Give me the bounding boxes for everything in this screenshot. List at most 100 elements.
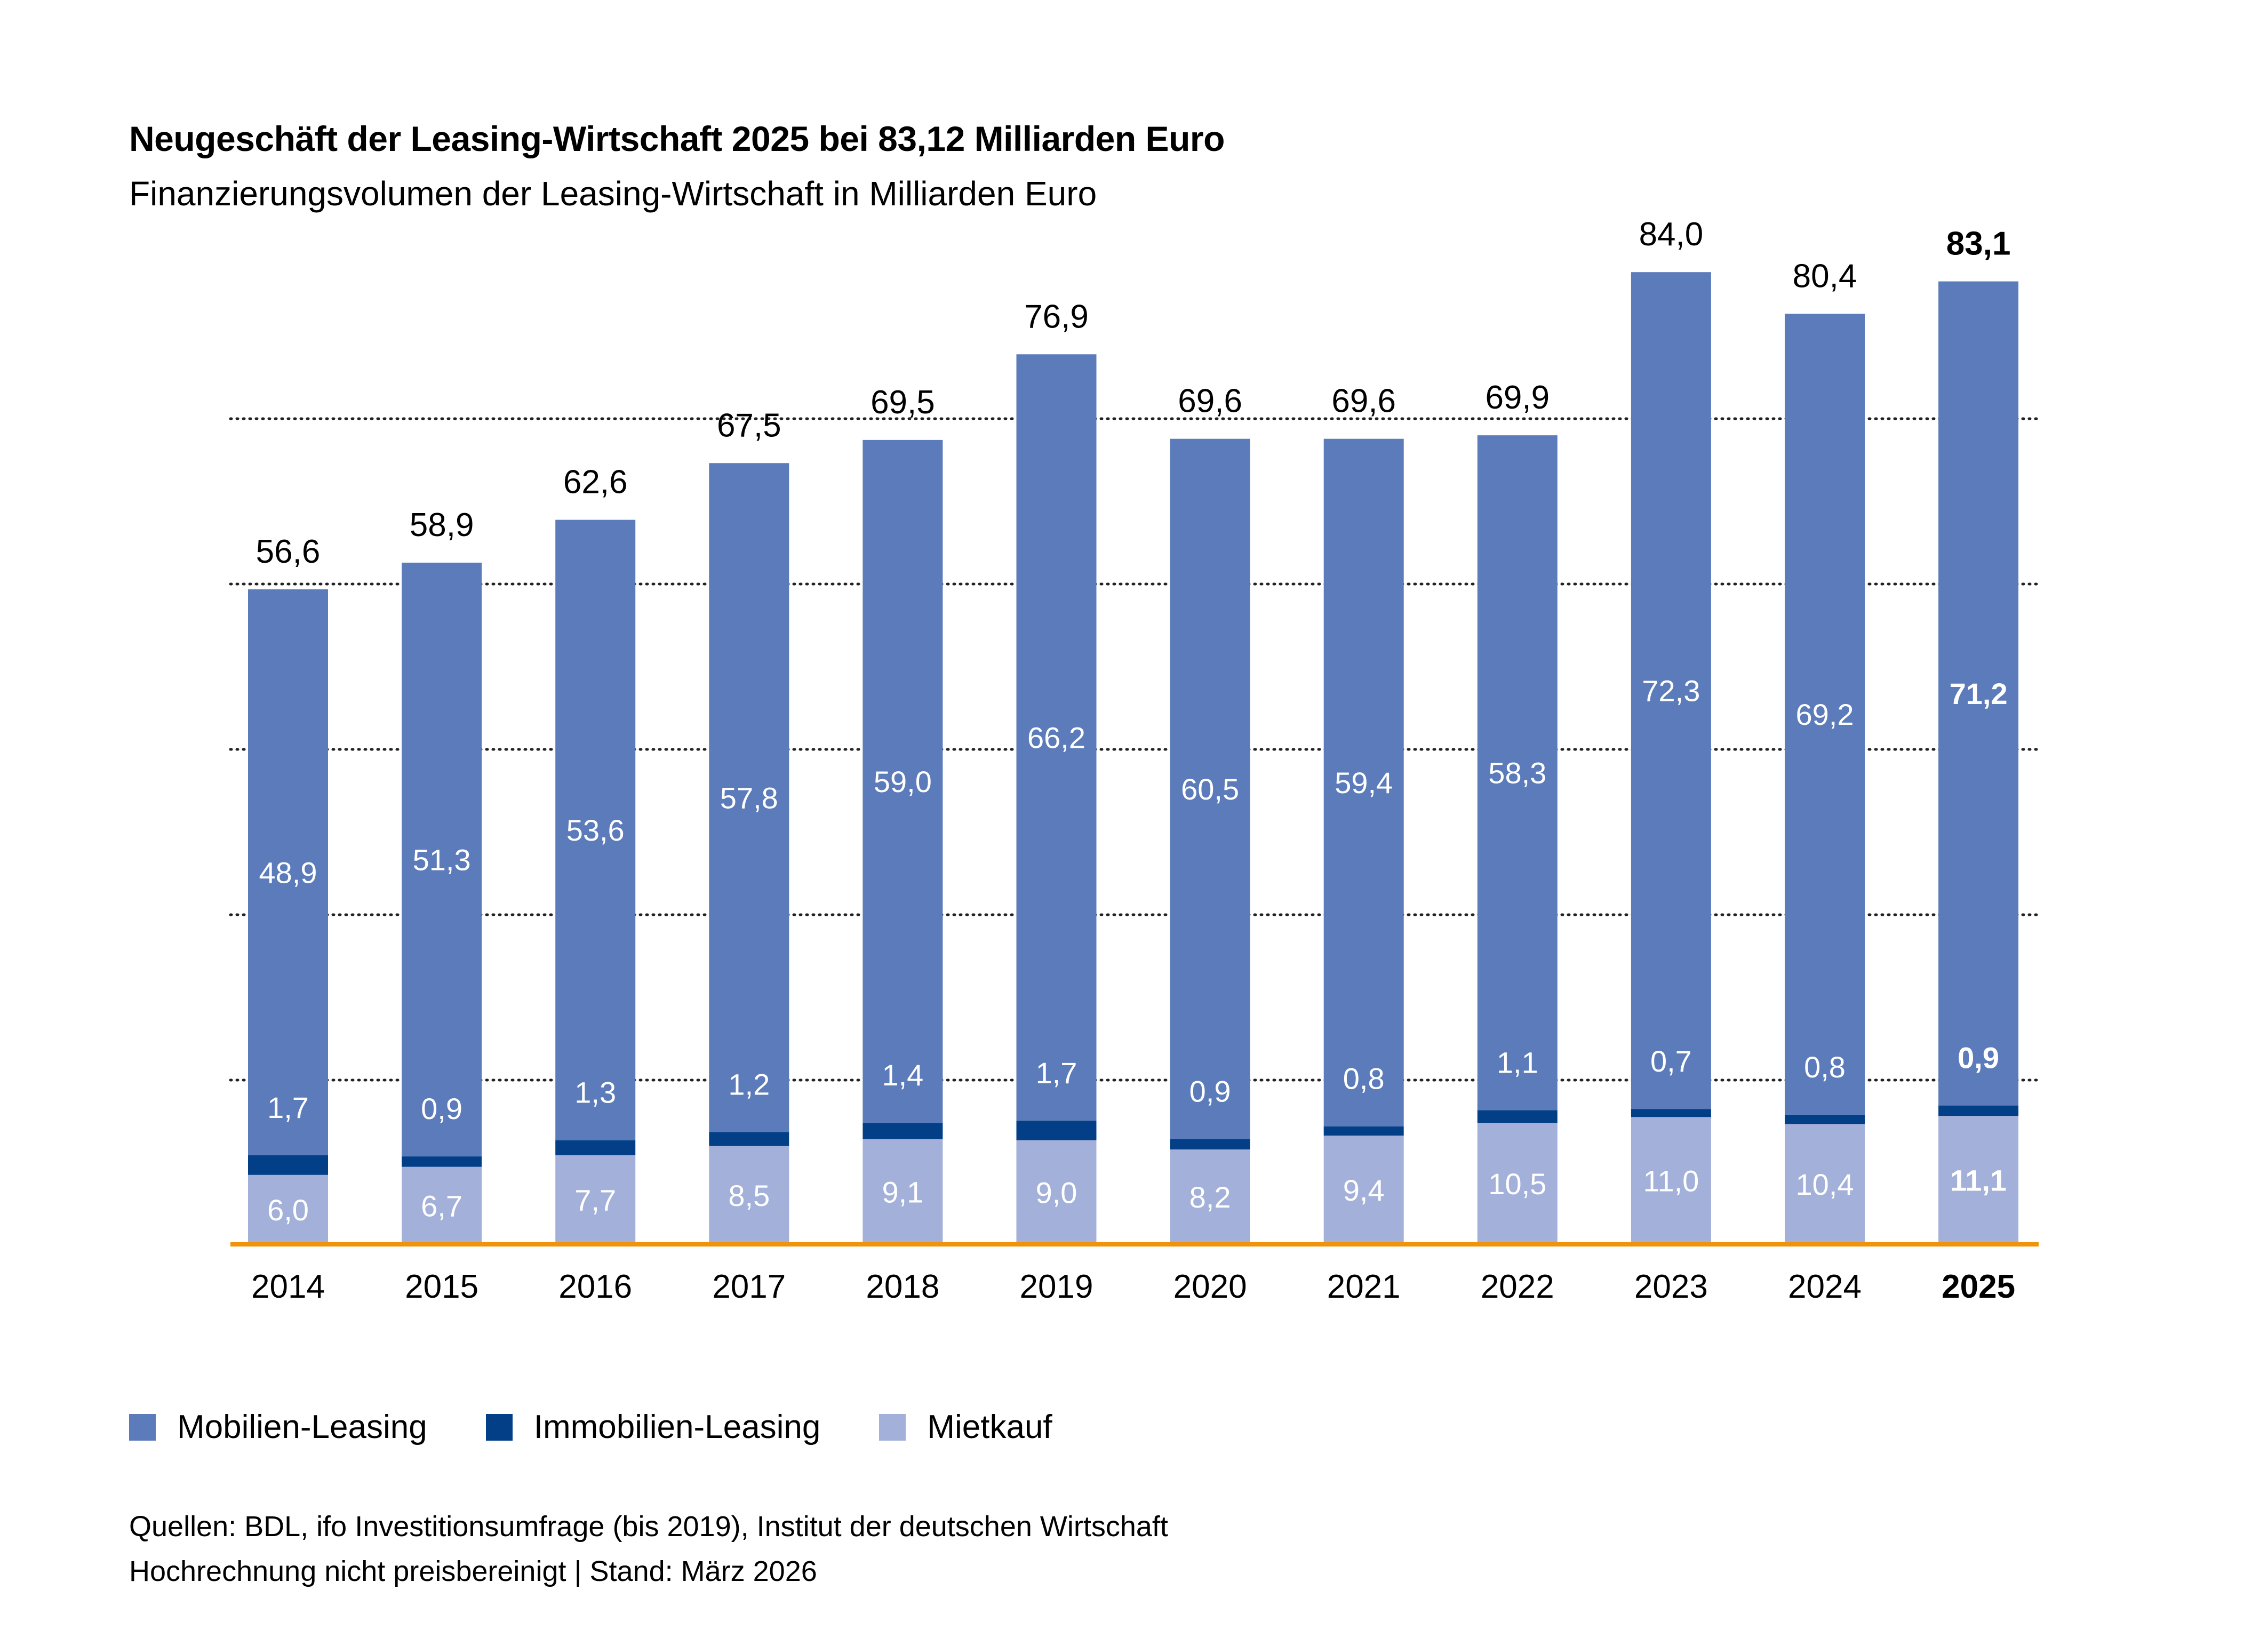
- x-tick-label: 2015: [405, 1268, 478, 1305]
- data-label-immobilien: 1,7: [1036, 1056, 1077, 1090]
- data-label-mobilien: 59,4: [1335, 766, 1393, 800]
- legend-item-immobilien: Immobilien-Leasing: [485, 1408, 821, 1446]
- x-tick-label: 2024: [1788, 1268, 1862, 1305]
- data-label-immobilien: 1,3: [574, 1076, 616, 1109]
- data-label-mobilien: 72,3: [1642, 674, 1700, 708]
- total-label: 83,1: [1946, 226, 2011, 262]
- bar-segment-immobilien-leasing: [1631, 1109, 1711, 1117]
- x-tick-label: 2021: [1327, 1268, 1401, 1305]
- x-tick-label: 2022: [1481, 1268, 1554, 1305]
- data-label-immobilien: 0,8: [1343, 1062, 1385, 1096]
- data-label-immobilien: 0,9: [421, 1092, 462, 1125]
- bar-segment-mobilien-leasing: [1785, 314, 1865, 1115]
- legend-label: Immobilien-Leasing: [533, 1409, 821, 1445]
- data-label-mietkauf: 11,0: [1643, 1164, 1699, 1198]
- bar-segment-mietkauf: [709, 1146, 789, 1244]
- bar-segment-immobilien-leasing: [709, 1132, 789, 1146]
- total-label: 80,4: [1793, 258, 1857, 294]
- source-note: Quellen: BDL, ifo Investitionsumfrage (b…: [129, 1511, 1168, 1543]
- data-label-mietkauf: 9,4: [1343, 1173, 1385, 1207]
- data-label-immobilien: 1,1: [1497, 1045, 1538, 1079]
- bar-segment-mobilien-leasing: [1938, 281, 2019, 1106]
- total-label: 69,6: [1178, 383, 1242, 420]
- data-label-mobilien: 48,9: [259, 856, 317, 889]
- data-label-mobilien: 58,3: [1488, 756, 1546, 790]
- footer-notes: Quellen: BDL, ifo Investitionsumfrage (b…: [129, 1504, 1168, 1594]
- total-label: 76,9: [1024, 298, 1089, 335]
- data-label-immobilien: 1,4: [882, 1058, 923, 1092]
- legend-swatch-mobilien: [129, 1413, 156, 1441]
- x-tick-label: 2025: [1942, 1268, 2015, 1305]
- data-label-mietkauf: 6,7: [421, 1189, 462, 1222]
- chart-subtitle: Finanzierungsvolumen der Leasing-Wirtsch…: [129, 174, 1097, 213]
- bar-segment-mobilien-leasing: [1170, 438, 1250, 1139]
- bar-segment-mietkauf: [863, 1139, 943, 1244]
- total-label: 56,6: [256, 533, 321, 570]
- bar-segment-immobilien-leasing: [555, 1140, 636, 1155]
- legend: Mobilien-Leasing Immobilien-Leasing Miet…: [129, 1408, 1111, 1446]
- bar-segment-immobilien-leasing: [402, 1156, 482, 1167]
- bar-segment-mobilien-leasing: [248, 589, 328, 1155]
- bar-segment-mobilien-leasing: [709, 463, 789, 1132]
- x-tick-label: 2018: [866, 1268, 939, 1305]
- data-label-mobilien: 69,2: [1796, 698, 1854, 731]
- data-label-mietkauf: 11,1: [1950, 1164, 2007, 1197]
- data-label-immobilien: 0,7: [1650, 1044, 1692, 1078]
- data-label-mietkauf: 9,0: [1036, 1176, 1077, 1209]
- data-label-mietkauf: 8,2: [1189, 1180, 1231, 1214]
- data-label-mobilien: 53,6: [566, 813, 625, 847]
- data-label-mobilien: 59,0: [874, 765, 932, 798]
- legend-label: Mobilien-Leasing: [177, 1409, 427, 1445]
- total-label: 69,6: [1331, 383, 1396, 420]
- data-label-mietkauf: 7,7: [574, 1183, 616, 1217]
- data-label-immobilien: 0,9: [1958, 1041, 1999, 1075]
- bar-segment-immobilien-leasing: [1170, 1139, 1250, 1150]
- x-tick-label: 2016: [558, 1268, 632, 1305]
- data-label-mobilien: 71,2: [1950, 677, 2008, 710]
- bar-segment-mietkauf: [1938, 1116, 2019, 1244]
- gridlines: [229, 417, 2040, 1082]
- total-label: 69,9: [1485, 379, 1550, 416]
- data-label-immobilien: 0,8: [1804, 1050, 1846, 1084]
- bar-segment-immobilien-leasing: [248, 1155, 328, 1175]
- bar-segment-immobilien-leasing: [1323, 1126, 1404, 1136]
- bar-segment-mietkauf: [1785, 1124, 1865, 1244]
- data-label-mietkauf: 8,5: [728, 1179, 770, 1212]
- bar-segment-immobilien-leasing: [1785, 1114, 1865, 1124]
- bar-segment-mobilien-leasing: [1323, 438, 1404, 1126]
- bar-segment-mobilien-leasing: [402, 562, 482, 1157]
- data-label-immobilien: 1,7: [267, 1091, 309, 1124]
- bar-segment-mietkauf: [1323, 1136, 1404, 1244]
- legend-swatch-immobilien: [485, 1413, 513, 1441]
- projection-note: Hochrechnung nicht preisbereinigt | Stan…: [129, 1555, 817, 1587]
- total-label: 67,5: [717, 407, 781, 444]
- legend-swatch-mietkauf: [879, 1413, 906, 1441]
- data-label-mietkauf: 10,4: [1796, 1168, 1854, 1201]
- x-tick-label: 2014: [251, 1268, 325, 1305]
- legend-item-mobilien: Mobilien-Leasing: [129, 1408, 427, 1446]
- bar-segment-mietkauf: [1016, 1140, 1097, 1244]
- total-label: 84,0: [1639, 216, 1704, 253]
- bar-segment-mobilien-leasing: [1631, 272, 1711, 1109]
- total-label: 69,5: [871, 384, 935, 421]
- x-tick-label: 2023: [1634, 1268, 1708, 1305]
- x-tick-label: 2017: [712, 1268, 786, 1305]
- data-label-immobilien: 0,9: [1189, 1075, 1231, 1108]
- bar-segment-immobilien-leasing: [863, 1123, 943, 1139]
- total-label: 62,6: [563, 464, 628, 501]
- bar-segment-immobilien-leasing: [1938, 1105, 2019, 1116]
- chart-title: Neugeschäft der Leasing-Wirtschaft 2025 …: [129, 119, 1225, 158]
- bar-segment-mobilien-leasing: [863, 440, 943, 1123]
- data-label-mietkauf: 6,0: [267, 1193, 309, 1227]
- bar-segment-mietkauf: [555, 1155, 636, 1244]
- bars: [248, 272, 2019, 1244]
- bar-segment-immobilien-leasing: [1477, 1110, 1558, 1123]
- x-tick-label: 2020: [1173, 1268, 1247, 1305]
- data-label-immobilien: 1,2: [728, 1068, 770, 1101]
- bar-segment-mobilien-leasing: [1016, 354, 1097, 1121]
- legend-label: Mietkauf: [927, 1409, 1052, 1445]
- x-axis: 2014 2015 2016 2017 2018 2019 2020 2021 2022 2023…: [230, 1242, 2039, 1305]
- data-label-mietkauf: 9,1: [882, 1175, 923, 1209]
- data-label-mobilien: 57,8: [720, 781, 778, 814]
